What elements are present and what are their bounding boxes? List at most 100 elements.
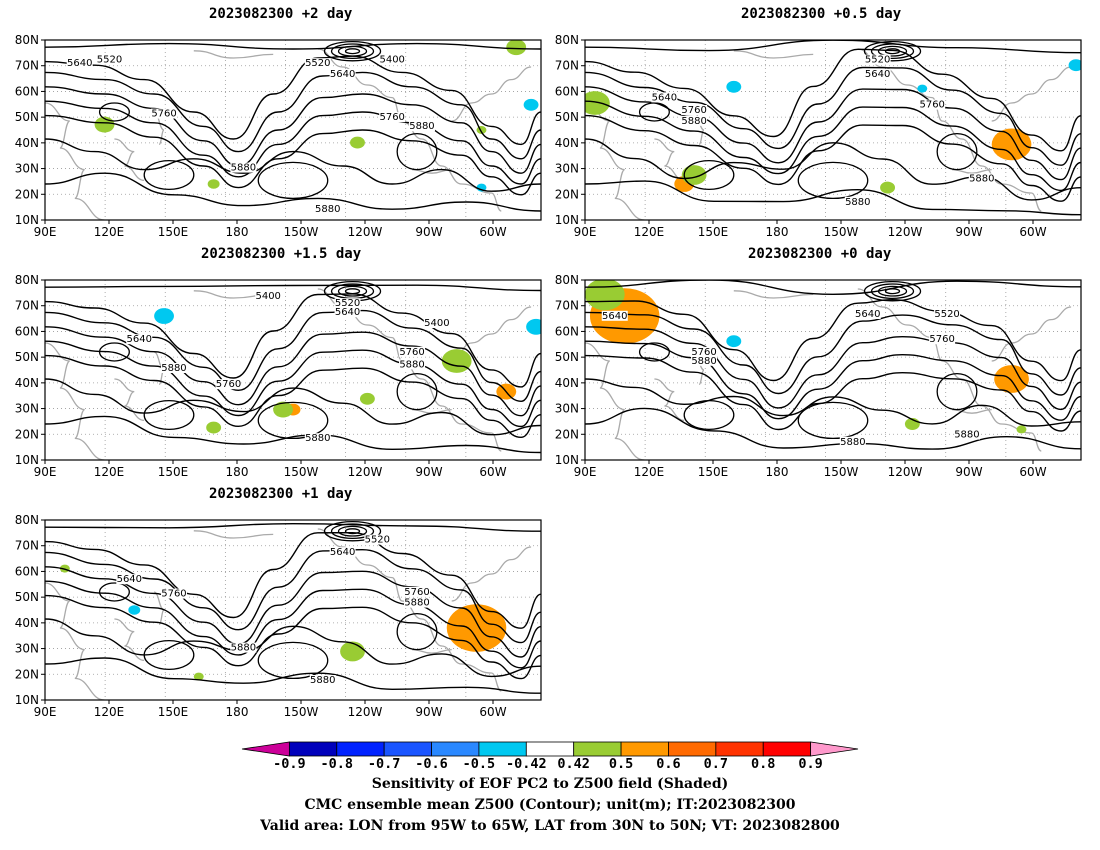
colorbar-swatch <box>715 741 764 757</box>
z500-contour <box>585 378 1081 427</box>
lat-tick-label: 40N <box>15 616 39 630</box>
coastline <box>451 546 532 602</box>
lat-tick-label: 30N <box>15 642 39 656</box>
z500-contour <box>98 582 130 602</box>
contour-label: 5760 <box>216 379 241 390</box>
z500-contour <box>344 528 361 535</box>
lon-tick-label: 90W <box>415 705 442 719</box>
lon-tick-label: 60W <box>479 705 506 719</box>
lat-tick-label: 40N <box>15 376 39 390</box>
colorbar-tick-label: -0.9 <box>273 756 306 772</box>
z500-contour <box>638 342 670 362</box>
map-background <box>45 280 541 460</box>
coastline <box>114 138 145 182</box>
z500-contour <box>45 309 541 403</box>
z500-contour <box>396 132 438 171</box>
colorbar-swatch <box>241 741 290 757</box>
z500-contour <box>143 159 195 191</box>
contour-label: 5760 <box>929 334 954 345</box>
map-frame <box>44 39 542 221</box>
lon-tick-label: 90E <box>34 705 57 719</box>
z500-contour <box>257 641 329 680</box>
contour-label: 5520 <box>305 58 330 69</box>
contour-label: 5880 <box>305 433 330 444</box>
lat-tick-label: 10N <box>15 693 39 707</box>
z500-contour <box>143 399 195 431</box>
panel-title-p1: 2023082300 +2 day <box>209 6 353 22</box>
contour-label: 5400 <box>255 291 280 302</box>
map-background <box>585 280 1081 460</box>
lon-tick-label: 60W <box>479 465 506 479</box>
contour-label: 5880 <box>231 643 256 654</box>
z500-contour <box>45 548 541 644</box>
z500-contour <box>337 45 368 57</box>
contour-label: 5880 <box>161 363 186 374</box>
z500-contour <box>45 42 541 50</box>
contour-label: 5760 <box>161 589 186 600</box>
caption-line-2: CMC ensemble mean Z500 (Contour); unit(m… <box>304 797 796 813</box>
coastline <box>951 168 992 174</box>
lon-tick-label: 120W <box>888 465 923 479</box>
contour-label: 5880 <box>399 359 424 370</box>
colorbar-swatch <box>288 741 338 757</box>
contour-label: 5760 <box>404 587 429 598</box>
colorbar-tick-label: 0.5 <box>609 756 633 772</box>
colorbar-swatch <box>810 741 859 757</box>
contour-label: 5520 <box>865 55 890 66</box>
contour-label: 5520 <box>365 535 390 546</box>
lon-tick-label: 150E <box>698 465 729 479</box>
lat-tick-label: 60N <box>15 324 39 338</box>
lon-tick-label: 150W <box>824 465 859 479</box>
z500-contour <box>797 161 869 200</box>
contour-label: 5520 <box>97 55 122 66</box>
lon-tick-label: 180 <box>226 705 249 719</box>
lat-tick-label: 20N <box>555 427 579 441</box>
colorbar-swatch <box>336 741 385 757</box>
z500-contour <box>344 48 361 55</box>
lon-tick-label: 150E <box>698 225 729 239</box>
lat-tick-label: 60N <box>555 324 579 338</box>
contour-label: 5760 <box>151 109 176 120</box>
coastline <box>585 102 645 220</box>
lat-tick-label: 80N <box>15 513 39 527</box>
contour-label: 5880 <box>404 598 429 609</box>
lon-tick-label: 150W <box>284 225 319 239</box>
coastline <box>693 111 705 146</box>
lat-tick-label: 50N <box>555 110 579 124</box>
sensitivity-shade <box>523 98 539 111</box>
lat-tick-label: 80N <box>555 273 579 287</box>
contour-label: 5760 <box>379 112 404 123</box>
contour-label: 5880 <box>969 173 994 184</box>
sensitivity-shade <box>585 91 610 115</box>
z500-contour <box>863 40 922 62</box>
contour-label: 5880 <box>315 204 340 215</box>
z500-contour <box>45 531 541 629</box>
lon-tick-label: 120E <box>94 465 125 479</box>
contour-label: 5520 <box>934 309 959 320</box>
lat-tick-label: 30N <box>555 162 579 176</box>
lat-tick-label: 70N <box>15 299 39 313</box>
lon-tick-label: 150W <box>284 465 319 479</box>
map-panel-p3: 5400552056405640540058805760576058805880… <box>15 273 542 479</box>
lon-tick-label: 150W <box>284 705 319 719</box>
panel-title-p5: 2023082300 +1 day <box>209 486 353 502</box>
coastline <box>193 530 274 539</box>
z500-contour <box>396 612 438 651</box>
lon-tick-label: 90E <box>574 465 597 479</box>
coastline <box>585 342 645 460</box>
map-panel-p2: 5520564056405760588057605880588080N70N60… <box>555 33 1082 239</box>
z500-contour <box>344 288 361 295</box>
sensitivity-shade <box>880 181 895 194</box>
colorbar-tick-label: -0.5 <box>463 756 496 772</box>
lat-tick-label: 30N <box>15 402 39 416</box>
contour-label: 5880 <box>409 121 434 132</box>
z500-contour <box>98 342 130 362</box>
z500-contour <box>638 102 670 122</box>
lon-tick-label: 60W <box>1019 225 1046 239</box>
caption-line-1: Sensitivity of EOF PC2 to Z500 field (Sh… <box>371 776 729 792</box>
z500-contour <box>45 415 541 454</box>
map-frame <box>584 39 1082 221</box>
